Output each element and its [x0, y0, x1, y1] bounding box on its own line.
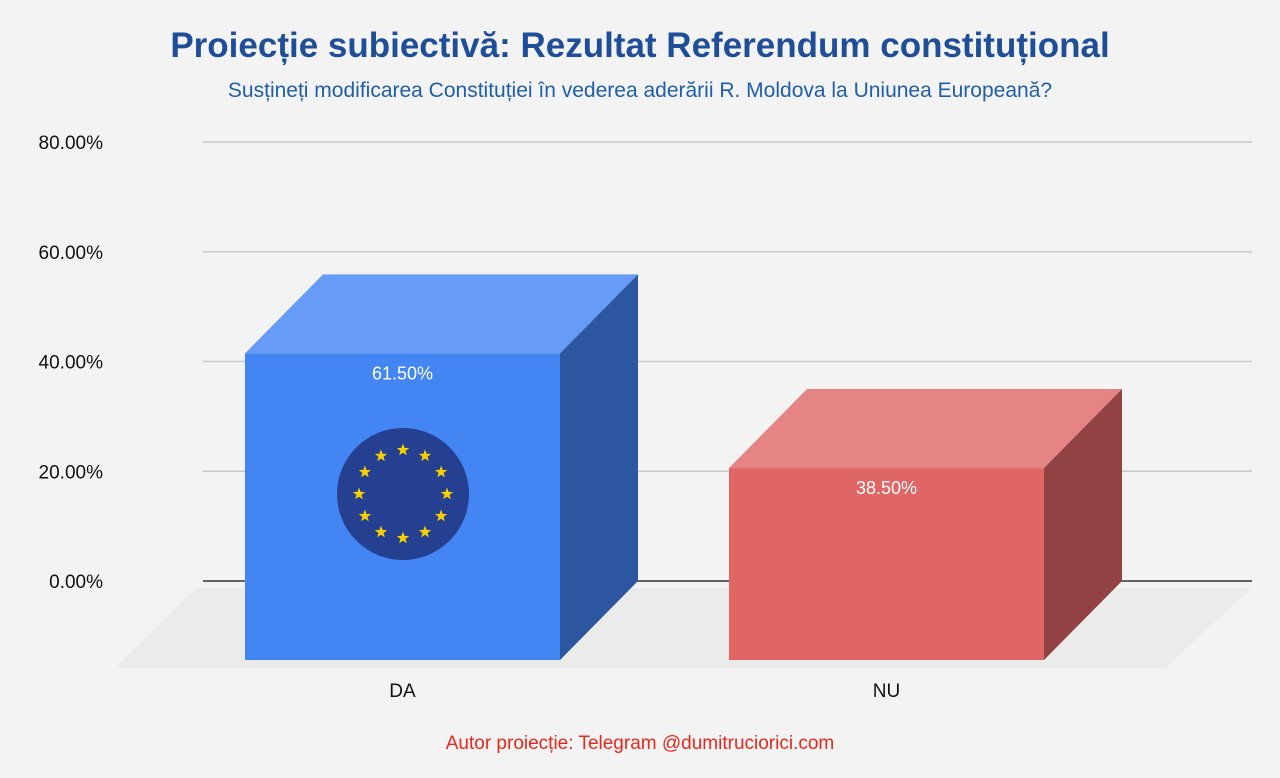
star-icon: [358, 509, 372, 522]
y-tick-label: 0.00%: [49, 572, 103, 593]
bar-side-face: [1044, 389, 1122, 660]
eu-flag-disc: [337, 428, 469, 560]
bar-side-face: [560, 274, 638, 660]
chart-subtitle: Susțineți modificarea Constituției în ve…: [227, 79, 1053, 102]
star-icon: [396, 531, 410, 544]
chart-title: Proiecție subiectivă: Rezultat Referendu…: [170, 26, 1110, 65]
bars: 61.50% 38.50%: [245, 274, 1122, 660]
star-icon: [434, 509, 448, 522]
bar-top-face: [729, 389, 1122, 469]
eu-flag-icon: [337, 428, 469, 560]
y-tick-label: 40.00%: [39, 353, 104, 374]
y-tick-label: 80.00%: [39, 133, 104, 154]
bar-front-face: [729, 468, 1044, 660]
data-label: 38.50%: [856, 478, 917, 498]
star-icon: [418, 449, 432, 462]
y-tick-label: 20.00%: [39, 462, 104, 483]
star-icon: [374, 525, 388, 538]
bar-top-face: [245, 274, 638, 354]
category-label: NU: [873, 681, 900, 702]
bar-nu: 38.50%: [729, 389, 1122, 660]
star-icon: [358, 465, 372, 478]
star-icon: [418, 525, 432, 538]
y-tick-label: 60.00%: [39, 243, 104, 264]
data-label: 61.50%: [372, 363, 433, 383]
star-icon: [440, 487, 454, 500]
category-labels: DA NU: [389, 681, 900, 702]
star-icon: [434, 465, 448, 478]
category-label: DA: [389, 681, 416, 702]
author-credit: Autor proiecție: Telegram @dumitrucioric…: [445, 733, 835, 754]
y-axis-ticks: 0.00% 20.00% 40.00% 60.00% 80.00%: [39, 133, 104, 593]
star-icon: [374, 449, 388, 462]
bar-da: 61.50%: [245, 274, 638, 660]
star-icon: [396, 443, 410, 456]
star-icon: [352, 487, 366, 500]
